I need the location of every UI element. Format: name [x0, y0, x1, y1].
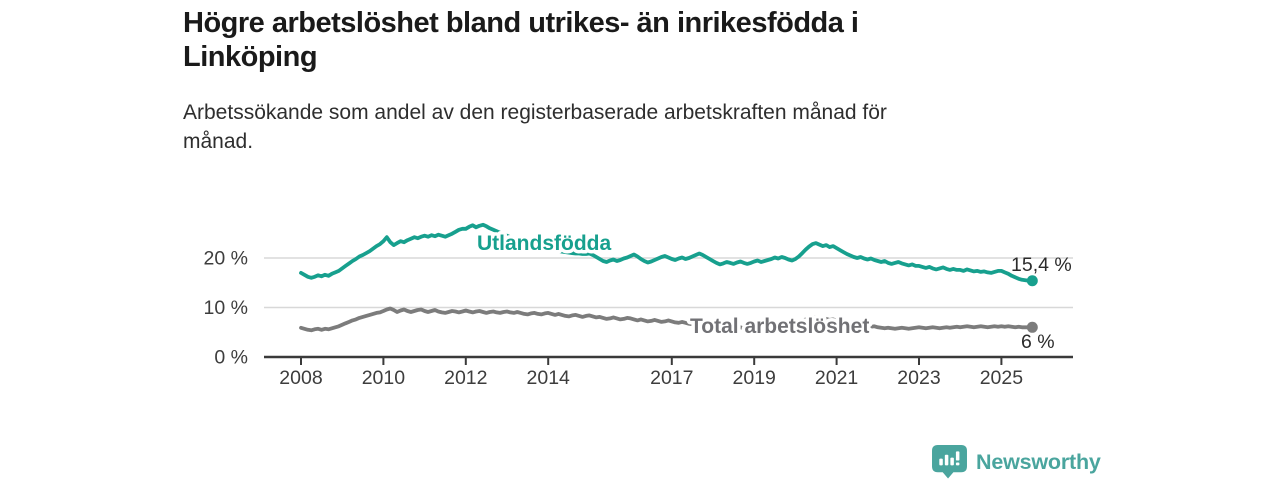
end-value-label-utlandsfodda: 15,4 %	[1011, 254, 1072, 276]
subtitle-line-2: månad.	[183, 130, 254, 153]
series-line-total	[299, 306, 1035, 333]
x-tick-label-2025: 2025	[980, 367, 1024, 389]
end-value-label-total: 6 %	[1021, 331, 1055, 353]
y-tick-label-20: 20 %	[204, 248, 248, 270]
x-tick-label-2014: 2014	[527, 367, 571, 389]
x-tick-label-2008: 2008	[279, 367, 322, 389]
title-line-1: Högre arbetslöshet bland utrikes- än inr…	[183, 7, 859, 39]
newsworthy-logo: Newsworthy	[932, 445, 1101, 479]
y-tick-label-0: 0 %	[214, 347, 248, 369]
x-tick-label-2023: 2023	[897, 367, 940, 389]
page-title: Högre arbetslöshet bland utrikes- än inr…	[183, 6, 1083, 74]
x-tick-label-2021: 2021	[815, 367, 858, 389]
series-label-utlandsfodda: Utlandsfödda	[477, 232, 611, 255]
chart-header: Högre arbetslöshet bland utrikes- än inr…	[183, 6, 1083, 156]
end-dot-utlandsfodda	[1026, 275, 1038, 287]
newsworthy-logo-text: Newsworthy	[976, 449, 1101, 474]
end-dot-total	[1026, 321, 1038, 333]
x-tick-label-2017: 2017	[650, 367, 693, 389]
x-tick-label-2019: 2019	[733, 367, 776, 389]
x-tick-label-2010: 2010	[362, 367, 406, 389]
subtitle-line-1: Arbetssökande som andel av den registerb…	[183, 101, 887, 124]
series-label-total: Total arbetslöshet	[690, 315, 869, 338]
newsworthy-logo-icon	[932, 445, 967, 479]
title-line-2: Linköping	[183, 41, 318, 73]
series-line-utlandsfodda	[299, 222, 1035, 283]
y-tick-label-10: 10 %	[204, 297, 248, 319]
page-subtitle: Arbetssökande som andel av den registerb…	[183, 98, 1083, 156]
x-tick-label-2012: 2012	[444, 367, 487, 389]
